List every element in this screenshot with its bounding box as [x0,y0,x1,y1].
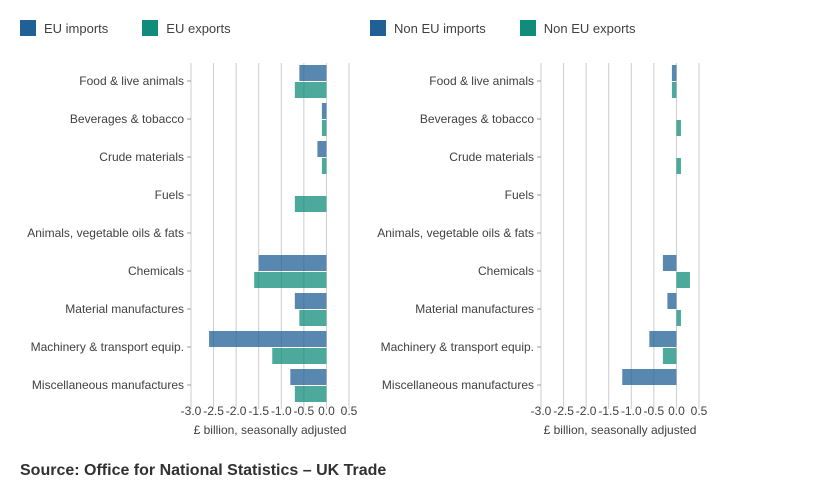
legend-item-non-eu-imports: Non EU imports [370,20,486,36]
eu-category-label: Animals, vegetable oils & fats [27,226,184,240]
non-eu-bar-exports [676,272,690,288]
non-eu-bar-imports [649,331,677,347]
legend-label-non-eu-exports: Non EU exports [543,20,636,36]
non-eu-x-tick-label: -1.5 [598,404,619,418]
eu-category-label: Crude materials [99,150,184,164]
legend-label-eu-imports: EU imports [44,20,109,36]
eu-bar-imports [294,293,327,309]
eu-category-label: Material manufactures [65,302,184,316]
non-eu-bar-exports [662,348,677,364]
non-eu-category-label: Animals, vegetable oils & fats [377,226,534,240]
legend-swatch-eu-exports [142,20,159,36]
non-eu-bar-imports [662,255,677,271]
eu-bar-exports [294,196,327,212]
non-eu-x-tick-label: 0.0 [668,404,685,418]
non-eu-x-tick-label: -2.5 [553,404,574,418]
eu-bar-exports [321,158,327,174]
eu-x-tick-label: -2.0 [226,404,247,418]
non-eu-category-label: Chemicals [478,264,534,278]
non-eu-bar-exports [676,120,681,136]
source-note: Source: Office for National Statistics –… [20,462,387,479]
eu-bar-exports [294,82,327,98]
eu-category-label: Food & live animals [79,74,184,88]
legend-swatch-eu-imports [20,20,36,36]
non-eu-category-label: Material manufactures [415,302,534,316]
eu-bar-imports [299,65,327,81]
eu-bar-imports [317,141,327,157]
eu-bar-exports [299,310,327,326]
eu-bar-exports [254,272,327,288]
non-eu-category-label: Miscellaneous manufactures [382,378,534,392]
non-eu-category-label: Machinery & transport equip. [381,340,534,354]
eu-x-axis-label: £ billion, seasonally adjusted [194,423,347,437]
non-eu-category-label: Crude materials [449,150,534,164]
non-eu-bar-exports [671,82,677,98]
non-eu-bar-exports [676,158,681,174]
eu-category-label: Fuels [155,188,184,202]
non-eu-x-axis-label: £ billion, seasonally adjusted [544,423,697,437]
eu-bar-exports [321,120,327,136]
non-eu-x-tick-label: -3.0 [531,404,552,418]
non-eu-bar-exports [676,310,681,326]
legend-item-non-eu-exports: Non EU exports [519,20,636,36]
non-eu-bar-imports [622,369,677,385]
eu-bar-exports [294,386,327,402]
legend-swatch-non-eu-exports [519,20,536,36]
non-eu-bar-imports [671,65,677,81]
legend-right: Non EU imports Non EU exports [370,20,670,36]
eu-x-tick-label: -2.5 [203,404,224,418]
legend-label-eu-exports: EU exports [166,20,231,36]
legend-left: EU imports EU exports [20,20,265,36]
eu-category-label: Beverages & tobacco [70,112,184,126]
non-eu-category-label: Beverages & tobacco [420,112,534,126]
eu-bar-imports [258,255,327,271]
eu-category-label: Machinery & transport equip. [31,340,184,354]
eu-bar-imports [290,369,327,385]
eu-x-tick-label: -1.0 [271,404,292,418]
legend-item-eu-imports: EU imports [20,20,108,36]
legend-label-non-eu-imports: Non EU imports [394,20,486,36]
non-eu-bar-imports [667,293,677,309]
eu-category-label: Chemicals [128,264,184,278]
eu-x-tick-label: 0.5 [341,404,358,418]
eu-category-label: Miscellaneous manufactures [32,378,184,392]
legend-item-eu-exports: EU exports [142,20,231,36]
non-eu-category-label: Food & live animals [429,74,534,88]
non-eu-x-tick-label: -0.5 [644,404,665,418]
eu-x-tick-label: -3.0 [181,404,202,418]
legend-swatch-non-eu-imports [370,20,386,36]
eu-x-tick-label: -0.5 [294,404,315,418]
eu-x-tick-label: 0.0 [318,404,335,418]
non-eu-x-tick-label: -1.0 [621,404,642,418]
eu-bar-exports [272,348,327,364]
non-eu-category-label: Fuels [505,188,534,202]
eu-bar-imports [209,331,327,347]
non-eu-x-tick-label: 0.5 [691,404,708,418]
non-eu-x-tick-label: -2.0 [576,404,597,418]
eu-x-tick-label: -1.5 [248,404,269,418]
eu-bar-imports [321,103,327,119]
